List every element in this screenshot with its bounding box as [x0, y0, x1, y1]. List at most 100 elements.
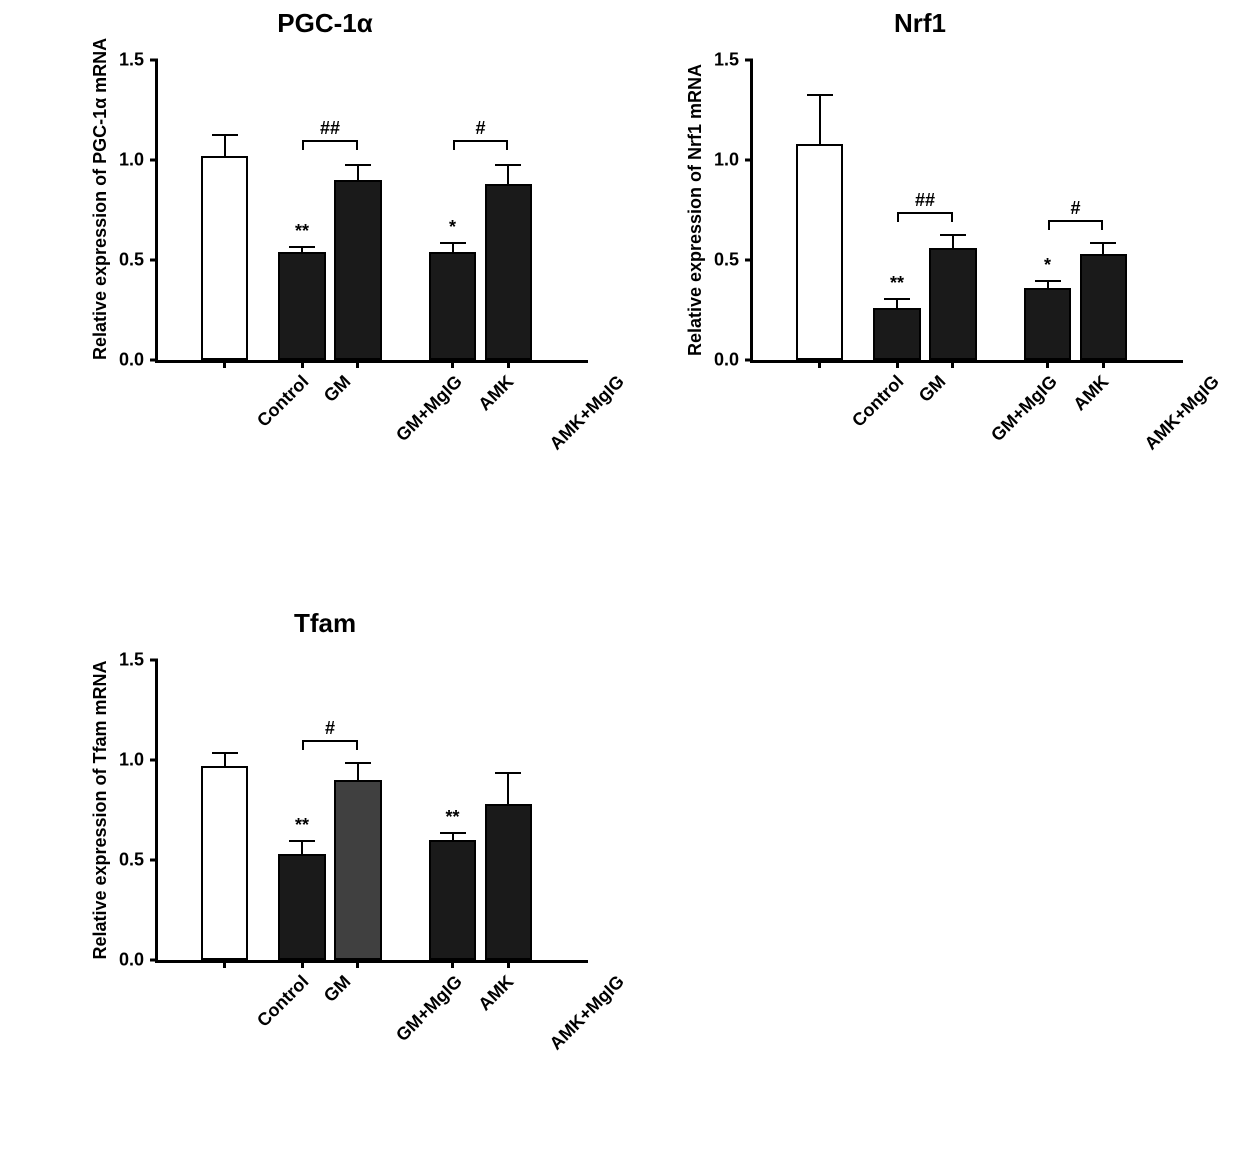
x-tick-label: GM+MgIG	[386, 966, 466, 1046]
y-tick-mark	[150, 359, 158, 362]
error-bar	[440, 242, 466, 254]
y-tick-mark	[745, 359, 753, 362]
y-tick: 1.5	[714, 50, 753, 71]
x-tick-label: AMK+MgIG	[540, 966, 629, 1055]
bar	[278, 854, 325, 960]
y-tick-mark	[150, 659, 158, 662]
y-tick: 0.0	[119, 350, 158, 371]
y-tick-label: 1.5	[119, 50, 150, 71]
y-axis-label: Relative expression of Nrf1 mRNA	[685, 60, 706, 360]
panel-pgc1a: PGC-1α0.00.51.01.5Control**GMGM+MgIG*AMK…	[45, 0, 605, 520]
x-tick-label: GM+MgIG	[386, 366, 466, 446]
bracket-label: #	[475, 118, 485, 139]
x-tick-mark	[223, 360, 226, 368]
x-tick-mark	[951, 360, 954, 368]
y-tick: 1.0	[119, 150, 158, 171]
error-bar	[345, 762, 371, 782]
y-tick: 1.0	[119, 750, 158, 771]
chart-title: Tfam	[45, 608, 605, 639]
y-tick-label: 1.0	[119, 150, 150, 171]
x-tick-mark	[451, 360, 454, 368]
bar	[1080, 254, 1127, 360]
significance-marker: **	[295, 221, 309, 242]
bracket-label: #	[1070, 198, 1080, 219]
x-tick-label: Control	[247, 966, 313, 1032]
x-tick-label: GM	[314, 366, 355, 407]
y-tick-label: 1.0	[119, 750, 150, 771]
bar	[429, 252, 476, 360]
x-tick-label: AMK+MgIG	[540, 366, 629, 455]
bar	[485, 184, 532, 360]
x-tick-mark	[818, 360, 821, 368]
x-tick-mark	[356, 960, 359, 968]
y-tick-label: 0.5	[119, 850, 150, 871]
bar	[201, 156, 248, 360]
x-tick-mark	[1046, 360, 1049, 368]
y-tick-mark	[745, 259, 753, 262]
error-bar	[884, 298, 910, 310]
x-tick-mark	[223, 960, 226, 968]
y-tick-label: 0.0	[119, 950, 150, 971]
y-tick-mark	[150, 759, 158, 762]
y-tick-label: 0.0	[714, 350, 745, 371]
x-tick-label: AMK	[1063, 366, 1112, 415]
comparison-bracket	[302, 140, 358, 150]
comparison-bracket	[302, 740, 358, 750]
x-tick-mark	[507, 360, 510, 368]
bar	[796, 144, 843, 360]
plot-area: 0.00.51.01.5Control**GMGM+MgIG*AMKAMK+Mg…	[155, 60, 588, 363]
chart-title: Nrf1	[640, 8, 1200, 39]
error-bar	[807, 94, 833, 146]
error-bar	[345, 164, 371, 182]
x-tick-label: AMK	[468, 366, 517, 415]
panel-nrf1: Nrf1 0.00.51.01.5Control**GMGM+MgIG*AMKAM…	[640, 0, 1200, 520]
y-tick-label: 0.5	[714, 250, 745, 271]
y-tick: 1.5	[119, 50, 158, 71]
x-tick-mark	[356, 360, 359, 368]
bar	[334, 780, 381, 960]
y-tick: 0.5	[119, 250, 158, 271]
y-tick-label: 0.5	[119, 250, 150, 271]
plot-area: 0.00.51.01.5Control**GMGM+MgIG*AMKAMK+Mg…	[750, 60, 1183, 363]
error-bar	[1090, 242, 1116, 256]
y-tick-mark	[150, 859, 158, 862]
x-tick-label: GM	[314, 966, 355, 1007]
y-tick-label: 0.0	[119, 350, 150, 371]
y-tick-label: 1.5	[119, 650, 150, 671]
y-tick: 1.0	[714, 150, 753, 171]
x-tick-mark	[896, 360, 899, 368]
y-tick-mark	[150, 59, 158, 62]
bar	[929, 248, 976, 360]
x-tick-label: AMK	[468, 966, 517, 1015]
comparison-bracket	[453, 140, 509, 150]
x-tick-label: GM	[909, 366, 950, 407]
bracket-label: ##	[320, 118, 340, 139]
y-tick-mark	[150, 259, 158, 262]
significance-marker: **	[446, 807, 460, 828]
x-tick-label: Control	[842, 366, 908, 432]
x-tick-mark	[301, 360, 304, 368]
y-tick-mark	[150, 959, 158, 962]
x-tick-mark	[451, 960, 454, 968]
x-tick-mark	[507, 960, 510, 968]
error-bar	[289, 246, 315, 254]
comparison-bracket	[1048, 220, 1104, 230]
bar	[278, 252, 325, 360]
plot-area: 0.00.51.01.5Control**GMGM+MgIG**AMKAMK+M…	[155, 660, 588, 963]
bracket-label: ##	[915, 190, 935, 211]
error-bar	[495, 164, 521, 186]
figure-root: PGC-1α0.00.51.01.5Control**GMGM+MgIG*AMK…	[0, 0, 1240, 1155]
error-bar	[289, 840, 315, 856]
bar	[873, 308, 920, 360]
panel-tfam: Tfam 0.00.51.01.5Control**GMGM+MgIG**AMKA…	[45, 600, 605, 1120]
bar	[201, 766, 248, 960]
significance-marker: *	[1044, 255, 1051, 276]
y-axis-label: Relative expression of Tfam mRNA	[90, 660, 111, 960]
significance-marker: **	[295, 815, 309, 836]
y-axis-label: Relative expression of PGC-1α mRNA	[90, 60, 111, 360]
y-tick-label: 1.0	[714, 150, 745, 171]
y-tick-label: 1.5	[714, 50, 745, 71]
y-tick-mark	[745, 159, 753, 162]
comparison-bracket	[897, 212, 953, 222]
x-tick-label: Control	[247, 366, 313, 432]
